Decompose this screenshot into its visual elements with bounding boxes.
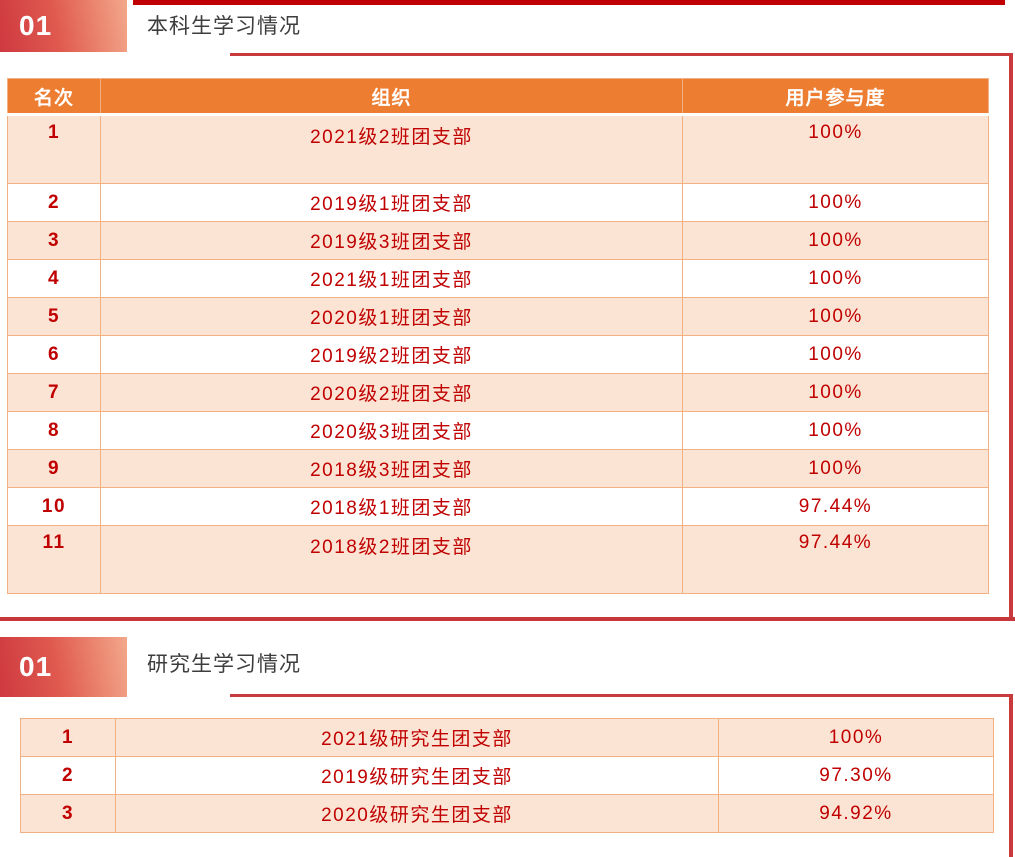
org-cell: 2019级研究生团支部 — [115, 756, 719, 795]
section2-number-badge: 01 — [0, 637, 127, 697]
rank-cell: 3 — [20, 794, 116, 833]
org-cell: 2020级3班团支部 — [100, 411, 683, 450]
rate-cell: 100% — [682, 411, 989, 450]
table-row: 1 2021级研究生团支部 100% — [20, 718, 994, 757]
rate-cell: 97.44% — [682, 487, 989, 526]
section2-title-underline — [230, 694, 1013, 697]
graduate-table: 1 2021级研究生团支部 100% 2 2019级研究生团支部 97.30% 3 2020级… — [20, 718, 994, 833]
rate-cell: 100% — [718, 718, 994, 757]
org-cell: 2020级1班团支部 — [100, 297, 683, 336]
column-header-0: 名次 — [7, 78, 101, 116]
column-header-2: 用户参与度 — [682, 78, 989, 116]
org-cell: 2021级研究生团支部 — [115, 718, 719, 757]
org-cell: 2018级1班团支部 — [100, 487, 683, 526]
rate-cell: 100% — [682, 335, 989, 374]
org-cell: 2019级2班团支部 — [100, 335, 683, 374]
rank-cell: 8 — [7, 411, 101, 450]
table-row: 5 2020级1班团支部 100% — [7, 297, 989, 336]
rate-cell: 100% — [682, 183, 989, 222]
table-row: 3 2020级研究生团支部 94.92% — [20, 794, 994, 833]
rate-cell: 97.30% — [718, 756, 994, 795]
rank-cell: 1 — [7, 114, 101, 184]
rate-cell: 100% — [682, 373, 989, 412]
table-row: 11 2018级2班团支部 97.44% — [7, 525, 989, 594]
table-row: 7 2020级2班团支部 100% — [7, 373, 989, 412]
table-header-row: 名次 组织 用户参与度 — [7, 78, 989, 116]
rank-cell: 1 — [20, 718, 116, 757]
section2-title: 研究生学习情况 — [147, 653, 301, 676]
org-cell: 2021级2班团支部 — [100, 114, 683, 184]
rate-cell: 100% — [682, 449, 989, 488]
section1-number-badge: 01 — [0, 0, 127, 52]
rank-cell: 3 — [7, 221, 101, 260]
rank-cell: 5 — [7, 297, 101, 336]
rate-cell: 100% — [682, 297, 989, 336]
rank-cell: 2 — [20, 756, 116, 795]
rate-cell: 97.44% — [682, 525, 989, 594]
section1-right-border — [1009, 53, 1013, 621]
org-cell: 2019级3班团支部 — [100, 221, 683, 260]
rank-cell: 6 — [7, 335, 101, 374]
rank-cell: 2 — [7, 183, 101, 222]
rate-cell: 94.92% — [718, 794, 994, 833]
table-row: 10 2018级1班团支部 97.44% — [7, 487, 989, 526]
rank-cell: 4 — [7, 259, 101, 298]
table-row: 6 2019级2班团支部 100% — [7, 335, 989, 374]
rate-cell: 100% — [682, 221, 989, 260]
org-cell: 2018级3班团支部 — [100, 449, 683, 488]
rank-cell: 7 — [7, 373, 101, 412]
undergraduate-table: 名次 组织 用户参与度 1 2021级2班团支部 100% 2 2019级1班团支部 100% 3… — [7, 78, 989, 594]
section1-title-underline — [230, 53, 1013, 56]
section2-right-border — [1009, 694, 1013, 857]
section2-number: 01 — [19, 651, 53, 682]
rate-cell: 100% — [682, 114, 989, 184]
org-cell: 2020级研究生团支部 — [115, 794, 719, 833]
table-row: 1 2021级2班团支部 100% — [7, 114, 989, 184]
column-header-1: 组织 — [100, 78, 683, 116]
section-divider-line — [0, 617, 1015, 621]
table-row: 2 2019级1班团支部 100% — [7, 183, 989, 222]
rank-cell: 9 — [7, 449, 101, 488]
section1-number: 01 — [19, 10, 53, 41]
section1-title: 本科生学习情况 — [147, 15, 301, 38]
org-cell: 2020级2班团支部 — [100, 373, 683, 412]
org-cell: 2018级2班团支部 — [100, 525, 683, 594]
table-row: 4 2021级1班团支部 100% — [7, 259, 989, 298]
org-cell: 2021级1班团支部 — [100, 259, 683, 298]
table-row: 2 2019级研究生团支部 97.30% — [20, 756, 994, 795]
table-row: 3 2019级3班团支部 100% — [7, 221, 989, 260]
rate-cell: 100% — [682, 259, 989, 298]
rank-cell: 11 — [7, 525, 101, 594]
org-cell: 2019级1班团支部 — [100, 183, 683, 222]
rank-cell: 10 — [7, 487, 101, 526]
section1-top-bar — [133, 0, 1005, 5]
table-row: 9 2018级3班团支部 100% — [7, 449, 989, 488]
table-row: 8 2020级3班团支部 100% — [7, 411, 989, 450]
